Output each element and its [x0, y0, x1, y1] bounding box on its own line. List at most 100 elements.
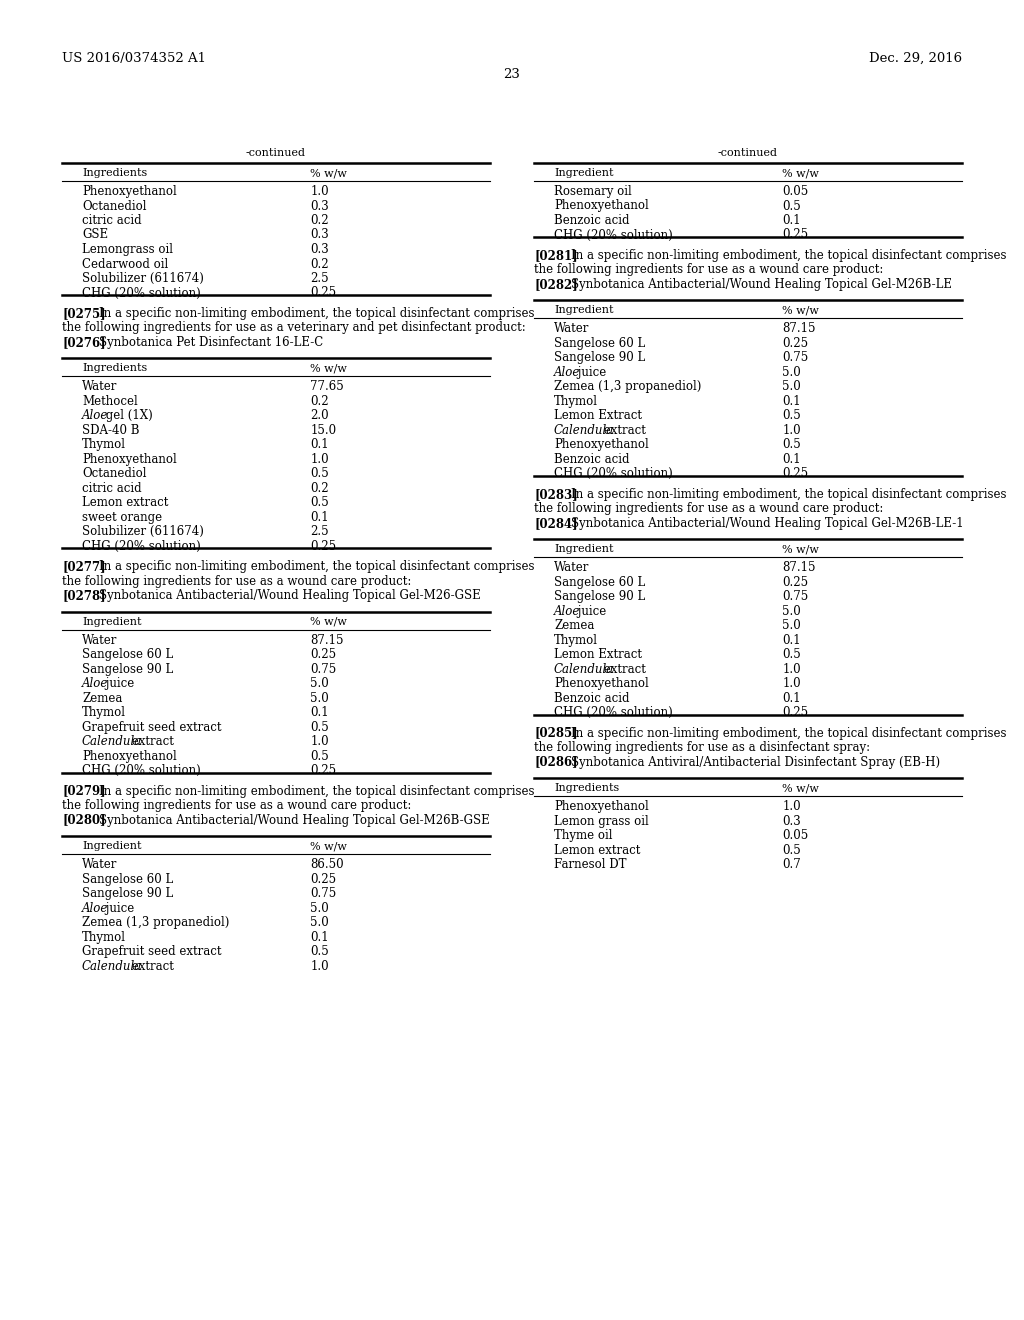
- Text: Phenoxyethanol: Phenoxyethanol: [82, 185, 177, 198]
- Text: 23: 23: [504, 69, 520, 81]
- Text: % w/w: % w/w: [310, 363, 347, 374]
- Text: -continued: -continued: [718, 148, 778, 158]
- Text: % w/w: % w/w: [782, 305, 819, 315]
- Text: 0.75: 0.75: [782, 351, 809, 364]
- Text: 0.3: 0.3: [310, 228, 329, 242]
- Text: 0.3: 0.3: [310, 243, 329, 256]
- Text: 0.2: 0.2: [310, 257, 329, 271]
- Text: Aloe: Aloe: [554, 605, 581, 618]
- Text: 5.0: 5.0: [310, 902, 329, 915]
- Text: 1.0: 1.0: [782, 424, 801, 437]
- Text: % w/w: % w/w: [310, 616, 347, 627]
- Text: Lemon Extract: Lemon Extract: [554, 409, 642, 422]
- Text: In a specific non-limiting embodiment, the topical disinfectant comprises: In a specific non-limiting embodiment, t…: [99, 306, 535, 319]
- Text: 1.0: 1.0: [310, 735, 329, 748]
- Text: 0.75: 0.75: [310, 663, 337, 676]
- Text: [0281]: [0281]: [534, 249, 578, 261]
- Text: -continued: -continued: [246, 148, 306, 158]
- Text: 5.0: 5.0: [310, 916, 329, 929]
- Text: 0.1: 0.1: [782, 214, 801, 227]
- Text: Thymol: Thymol: [82, 438, 126, 451]
- Text: Lemon Extract: Lemon Extract: [554, 648, 642, 661]
- Text: 0.25: 0.25: [782, 228, 808, 242]
- Text: % w/w: % w/w: [310, 168, 347, 178]
- Text: Aloe: Aloe: [554, 366, 581, 379]
- Text: juice: juice: [102, 677, 134, 690]
- Text: juice: juice: [102, 902, 134, 915]
- Text: Farnesol DT: Farnesol DT: [554, 858, 627, 871]
- Text: 5.0: 5.0: [782, 380, 801, 393]
- Text: 0.1: 0.1: [310, 931, 329, 944]
- Text: In a specific non-limiting embodiment, the topical disinfectant comprises: In a specific non-limiting embodiment, t…: [99, 784, 535, 797]
- Text: In a specific non-limiting embodiment, the topical disinfectant comprises: In a specific non-limiting embodiment, t…: [571, 487, 1007, 500]
- Text: Sangelose 90 L: Sangelose 90 L: [82, 663, 173, 676]
- Text: 0.25: 0.25: [782, 706, 808, 719]
- Text: Water: Water: [554, 561, 590, 574]
- Text: Grapefruit seed extract: Grapefruit seed extract: [82, 945, 221, 958]
- Text: 0.25: 0.25: [310, 648, 336, 661]
- Text: 0.5: 0.5: [782, 409, 801, 422]
- Text: 5.0: 5.0: [782, 366, 801, 379]
- Text: Calendula: Calendula: [554, 424, 614, 437]
- Text: 5.0: 5.0: [310, 677, 329, 690]
- Text: the following ingredients for use as a wound care product:: the following ingredients for use as a w…: [62, 574, 412, 587]
- Text: Ingredient: Ingredient: [554, 305, 613, 315]
- Text: Water: Water: [82, 380, 118, 393]
- Text: Ingredients: Ingredients: [554, 783, 620, 793]
- Text: CHG (20% solution): CHG (20% solution): [82, 764, 201, 777]
- Text: 0.3: 0.3: [782, 814, 801, 828]
- Text: Lemon extract: Lemon extract: [82, 496, 168, 510]
- Text: Cedarwood oil: Cedarwood oil: [82, 257, 168, 271]
- Text: 0.2: 0.2: [310, 395, 329, 408]
- Text: 0.5: 0.5: [782, 648, 801, 661]
- Text: 2.5: 2.5: [310, 525, 329, 539]
- Text: the following ingredients for use as a wound care product:: the following ingredients for use as a w…: [62, 799, 412, 812]
- Text: 1.0: 1.0: [782, 663, 801, 676]
- Text: Phenoxyethanol: Phenoxyethanol: [82, 453, 177, 466]
- Text: Phenoxyethanol: Phenoxyethanol: [554, 677, 649, 690]
- Text: 0.25: 0.25: [310, 764, 336, 777]
- Text: CHG (20% solution): CHG (20% solution): [554, 467, 673, 480]
- Text: Octanediol: Octanediol: [82, 467, 146, 480]
- Text: juice: juice: [574, 605, 606, 618]
- Text: Ingredient: Ingredient: [82, 616, 141, 627]
- Text: In a specific non-limiting embodiment, the topical disinfectant comprises: In a specific non-limiting embodiment, t…: [571, 726, 1007, 739]
- Text: citric acid: citric acid: [82, 214, 141, 227]
- Text: Thymol: Thymol: [82, 706, 126, 719]
- Text: [0286]: [0286]: [534, 755, 578, 768]
- Text: 0.5: 0.5: [310, 945, 329, 958]
- Text: Synbotanica Antibacterial/Wound Healing Topical Gel-M26-GSE: Synbotanica Antibacterial/Wound Healing …: [99, 589, 480, 602]
- Text: 0.1: 0.1: [310, 438, 329, 451]
- Text: Calendula: Calendula: [554, 663, 614, 676]
- Text: Sangelose 90 L: Sangelose 90 L: [554, 351, 645, 364]
- Text: Lemon extract: Lemon extract: [554, 843, 640, 857]
- Text: CHG (20% solution): CHG (20% solution): [82, 286, 201, 300]
- Text: [0283]: [0283]: [534, 487, 578, 500]
- Text: 1.0: 1.0: [310, 453, 329, 466]
- Text: Thymol: Thymol: [554, 395, 598, 408]
- Text: 0.1: 0.1: [310, 706, 329, 719]
- Text: Water: Water: [82, 858, 118, 871]
- Text: Water: Water: [554, 322, 590, 335]
- Text: 0.25: 0.25: [310, 540, 336, 553]
- Text: 0.5: 0.5: [782, 843, 801, 857]
- Text: 0.25: 0.25: [782, 337, 808, 350]
- Text: Water: Water: [82, 634, 118, 647]
- Text: 0.75: 0.75: [310, 887, 337, 900]
- Text: Sangelose 60 L: Sangelose 60 L: [554, 337, 645, 350]
- Text: Sangelose 90 L: Sangelose 90 L: [554, 590, 645, 603]
- Text: [0280]: [0280]: [62, 813, 105, 826]
- Text: Aloe: Aloe: [82, 677, 109, 690]
- Text: 0.2: 0.2: [310, 482, 329, 495]
- Text: 5.0: 5.0: [310, 692, 329, 705]
- Text: 0.5: 0.5: [310, 467, 329, 480]
- Text: 0.5: 0.5: [310, 496, 329, 510]
- Text: Sangelose 90 L: Sangelose 90 L: [82, 887, 173, 900]
- Text: 0.2: 0.2: [310, 214, 329, 227]
- Text: 86.50: 86.50: [310, 858, 344, 871]
- Text: Zemea: Zemea: [82, 692, 123, 705]
- Text: 0.5: 0.5: [782, 438, 801, 451]
- Text: In a specific non-limiting embodiment, the topical disinfectant comprises: In a specific non-limiting embodiment, t…: [99, 560, 535, 573]
- Text: Grapefruit seed extract: Grapefruit seed extract: [82, 721, 221, 734]
- Text: 0.25: 0.25: [782, 576, 808, 589]
